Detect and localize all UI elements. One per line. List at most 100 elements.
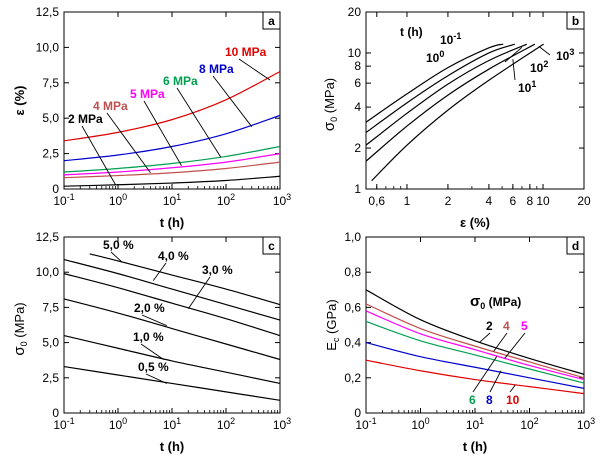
- c-leader-line: [152, 262, 167, 281]
- d-x-tick-label: 103: [577, 416, 595, 432]
- d-series-line-3: [365, 310, 585, 381]
- b-y-tick-label: 6: [354, 76, 361, 90]
- d-leader-line: [489, 370, 502, 393]
- a-series-label-1: 2 MPa: [68, 112, 103, 126]
- b-x-tick-label: 8: [527, 194, 534, 208]
- c-x-tick-label: 103: [273, 416, 291, 432]
- a-y-tick-label: 7,5: [42, 76, 59, 90]
- b-y-tick-label: 8: [354, 59, 361, 73]
- d-series-line-2: [365, 303, 585, 379]
- a-series-line-4: [63, 145, 281, 173]
- b-series-line-1: [365, 43, 504, 123]
- c-x-tick-label: 100: [109, 416, 127, 432]
- c-panel-letter: c: [268, 239, 275, 253]
- b-x-axis-label: ε (%): [460, 215, 490, 230]
- b-series-line-5: [371, 43, 544, 182]
- c-y-tick-label: 0: [52, 406, 59, 420]
- d-x-tick-label: 10-1: [355, 416, 376, 432]
- c-x-tick-label: 101: [163, 416, 181, 432]
- a-x-axis-label: t (h): [160, 215, 185, 230]
- a-series-line-5: [63, 114, 281, 162]
- a-x-tick-label: 102: [217, 192, 235, 208]
- c-x-tick-label: 102: [217, 416, 235, 432]
- d-series-label-3: 5: [521, 319, 528, 333]
- b-y-axis-label: σ0 (MPa): [321, 78, 339, 131]
- d-series-line-1: [365, 289, 585, 375]
- c-y-tick-label: 7,5: [42, 300, 59, 314]
- c-x-axis-label: t (h): [160, 439, 185, 454]
- b-y-tick-label: 2: [354, 141, 361, 155]
- b-legend-title: t (h): [400, 25, 423, 39]
- d-y-tick-label: 0,4: [344, 336, 361, 350]
- b-series-line-3: [365, 43, 528, 146]
- c-series-line-6: [89, 253, 281, 306]
- c-leader-line: [141, 314, 167, 327]
- b-leader-line: [512, 59, 516, 81]
- a-leader-line: [143, 100, 182, 166]
- a-leader-line: [238, 58, 271, 81]
- b-leader-line: [538, 45, 551, 56]
- c-y-tick-label: 5,0: [42, 336, 59, 350]
- d-series-line-6: [365, 359, 585, 395]
- a-x-tick-label: 10-1: [53, 192, 74, 208]
- d-plot-frame: [365, 236, 585, 414]
- a-series-line-2: [63, 161, 281, 179]
- c-series-label-5: 4,0 %: [158, 249, 189, 263]
- b-series-line-2: [365, 43, 515, 134]
- b-leader-line: [504, 46, 523, 63]
- a-leader-line: [212, 75, 253, 127]
- b-x-tick-label: 10: [536, 194, 550, 208]
- a-panel-letter: a: [268, 14, 275, 28]
- d-y-tick-label: 1,0: [344, 230, 361, 244]
- b-series-label-4: 102: [530, 59, 548, 75]
- d-y-tick-label: 0: [354, 406, 361, 420]
- d-series-label-2: 4: [503, 319, 510, 333]
- b-series-label-2: 100: [426, 49, 444, 65]
- c-y-tick-label: 10,0: [36, 265, 60, 279]
- b-panel-letter-box: [566, 11, 585, 30]
- c-series-label-4: 3,0 %: [202, 263, 233, 277]
- c-series-label-3: 2,0 %: [134, 301, 165, 315]
- b-x-tick-label: 6: [510, 194, 517, 208]
- b-x-tick-label: 4: [486, 194, 493, 208]
- a-series-label-5: 8 MPa: [199, 62, 234, 76]
- c-panel-letter-box: [262, 236, 281, 255]
- b-y-tick-label: 20: [348, 5, 362, 19]
- b-series-label-1: 10-1: [440, 31, 461, 47]
- panel-c: 10-1 100 101 102 103 0 2,5 5,0 7,5 10,0 12,5 c t (h)…: [11, 230, 291, 454]
- a-leader-line: [106, 112, 151, 173]
- c-series-line-4: [63, 273, 281, 337]
- c-series-line-3: [63, 298, 281, 361]
- b-x-tick-label: 20: [577, 194, 591, 208]
- c-leader-line: [145, 373, 167, 384]
- d-x-tick-label: 100: [411, 416, 429, 432]
- a-y-tick-label: 5,0: [42, 111, 59, 125]
- d-leader-line: [504, 332, 526, 359]
- c-y-tick-label: 2,5: [42, 371, 59, 385]
- a-series-label-6: 10 MPa: [225, 45, 267, 59]
- a-y-axis-label: ε (%): [12, 86, 27, 116]
- d-series-label-5: 8: [486, 393, 493, 407]
- c-series-line-1: [63, 365, 281, 401]
- d-series-label-6: 10: [506, 393, 520, 407]
- a-y-tick-label: 2,5: [42, 147, 59, 161]
- d-y-tick-label: 0,6: [344, 300, 361, 314]
- d-leader-line: [493, 332, 508, 352]
- a-series-line-3: [63, 153, 281, 176]
- c-leader-line: [187, 276, 211, 310]
- b-series-line-4: [365, 43, 536, 162]
- d-panel-letter: d: [572, 239, 579, 253]
- b-series-label-5: 103: [556, 47, 574, 63]
- b-plot-frame: [365, 11, 585, 190]
- b-y-tick-label: 4: [354, 100, 361, 114]
- d-legend-title: σ0 (MPa): [470, 293, 521, 311]
- c-leader-line: [140, 343, 164, 360]
- a-series-label-4: 6 MPa: [163, 74, 198, 88]
- c-series-label-6: 5,0 %: [103, 238, 134, 252]
- a-y-tick-label: 0: [52, 182, 59, 196]
- c-series-label-1: 0,5 %: [138, 360, 169, 374]
- d-panel-letter-box: [566, 236, 585, 255]
- d-leader-line: [509, 384, 516, 393]
